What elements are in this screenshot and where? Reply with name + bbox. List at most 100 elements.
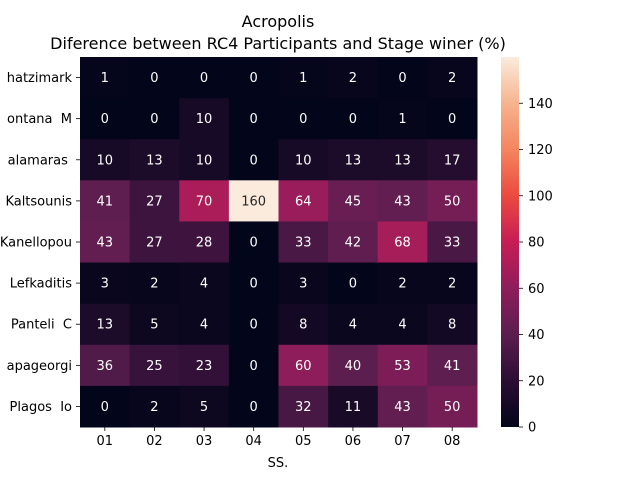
cell-value-label: 2 (448, 277, 456, 292)
heatmap-cell (80, 180, 131, 222)
x-tick-label: 01 (97, 434, 114, 449)
heatmap-cell (427, 57, 478, 99)
cell-value-label: 2 (150, 400, 158, 415)
cell-value-label: 4 (349, 318, 357, 333)
colorbar-tick-label: 100 (528, 189, 553, 204)
heatmap-cell (278, 303, 329, 346)
cell-value-label: 10 (97, 153, 114, 168)
cell-value-label: 160 (241, 194, 266, 209)
x-tick-label: 02 (146, 434, 163, 449)
cell-value-label: 2 (150, 277, 158, 292)
heatmap-cell (427, 221, 478, 264)
heatmap-cell (228, 221, 279, 264)
heatmap-cell (228, 262, 279, 305)
cell-value-label: 36 (97, 359, 114, 374)
heatmap-cell (377, 98, 428, 140)
heatmap-cell (179, 180, 230, 222)
cell-value-label: 0 (101, 400, 109, 415)
cell-value-label: 0 (250, 112, 258, 127)
cell-value-label: 53 (394, 359, 411, 374)
heatmap-cell (80, 344, 131, 387)
cell-value-label: 5 (200, 400, 208, 415)
cell-value-label: 13 (146, 153, 163, 168)
cell-value-label: 0 (299, 112, 307, 127)
heatmap-cell (328, 262, 379, 305)
heatmap-cell (129, 262, 180, 305)
colorbar-tick-label: 60 (528, 282, 545, 297)
cell-value-label: 13 (97, 318, 114, 333)
cell-value-label: 45 (345, 194, 362, 209)
cell-value-label: 4 (200, 318, 208, 333)
cell-value-label: 43 (394, 400, 411, 415)
cell-value-label: 0 (398, 71, 406, 86)
colorbar-tick-label: 80 (528, 236, 545, 251)
colorbar: 0 20 40 60 80 100 120 140 (501, 57, 553, 436)
cell-value-label: 25 (146, 359, 163, 374)
cell-value-label: 1 (398, 112, 406, 127)
x-tick-label: 08 (444, 434, 461, 449)
cell-value-label: 0 (250, 71, 258, 86)
heatmap-cell (179, 385, 230, 428)
colorbar-tick-label: 120 (528, 143, 553, 158)
x-tick-label: 03 (196, 434, 213, 449)
heatmap-cell (328, 221, 379, 264)
heatmap-cell (427, 303, 478, 346)
heatmap-cell (228, 139, 279, 181)
heatmap-cell (278, 262, 329, 305)
heatmap-cell (427, 262, 478, 305)
chart-subtitle: Diference between RC4 Participants and S… (50, 34, 506, 53)
heatmap-cell (129, 57, 180, 99)
heatmap-cell (80, 139, 131, 181)
heatmap-cell (328, 57, 379, 99)
colorbar-tick-label: 0 (528, 421, 536, 436)
cell-value-label: 4 (200, 277, 208, 292)
heatmap-cell (179, 303, 230, 346)
heatmap-cell (427, 180, 478, 222)
x-tick-label: 07 (394, 434, 411, 449)
heatmap-cell (328, 385, 379, 428)
cell-value-label: 33 (444, 236, 461, 251)
heatmap-cell (179, 57, 230, 99)
cell-value-label: 11 (345, 400, 362, 415)
heatmap-cell (427, 98, 478, 140)
colorbar-tick-label: 20 (528, 374, 545, 389)
x-axis-label: SS. (268, 456, 289, 471)
heatmap-cell (278, 221, 329, 264)
heatmap-cell (377, 385, 428, 428)
heatmap-cell (377, 139, 428, 181)
heatmap-cell (278, 98, 329, 140)
heatmap-cell (228, 385, 279, 428)
heatmap-cell (427, 385, 478, 428)
heatmap-cell (228, 303, 279, 346)
heatmap-cell (278, 57, 329, 99)
heatmap-cell (129, 180, 180, 222)
cell-value-label: 17 (444, 153, 461, 168)
cell-value-label: 3 (101, 277, 109, 292)
cell-value-label: 50 (444, 194, 461, 209)
cell-value-label: 8 (448, 318, 456, 333)
heatmap-cell (377, 57, 428, 99)
cell-value-label: 0 (101, 112, 109, 127)
y-tick-label: alamaras (8, 153, 72, 168)
cell-value-label: 10 (196, 112, 213, 127)
cell-value-label: 0 (150, 112, 158, 127)
heatmap-cell (278, 385, 329, 428)
heatmap-cell (179, 139, 230, 181)
heatmap-cell (80, 385, 131, 428)
heatmap-cell (328, 139, 379, 181)
cell-value-label: 43 (394, 194, 411, 209)
cell-value-label: 1 (299, 71, 307, 86)
cell-value-label: 0 (200, 71, 208, 86)
heatmap-cell (80, 262, 131, 305)
heatmap-cell (228, 57, 279, 99)
cell-value-label: 0 (448, 112, 456, 127)
cell-value-label: 13 (345, 153, 362, 168)
heatmap-cell (328, 303, 379, 346)
heatmap-cell (129, 221, 180, 264)
heatmap-cell (80, 57, 131, 99)
cell-value-label: 70 (196, 194, 213, 209)
cell-value-label: 10 (196, 153, 213, 168)
heatmap-cell (328, 180, 379, 222)
cell-value-label: 33 (295, 236, 312, 251)
